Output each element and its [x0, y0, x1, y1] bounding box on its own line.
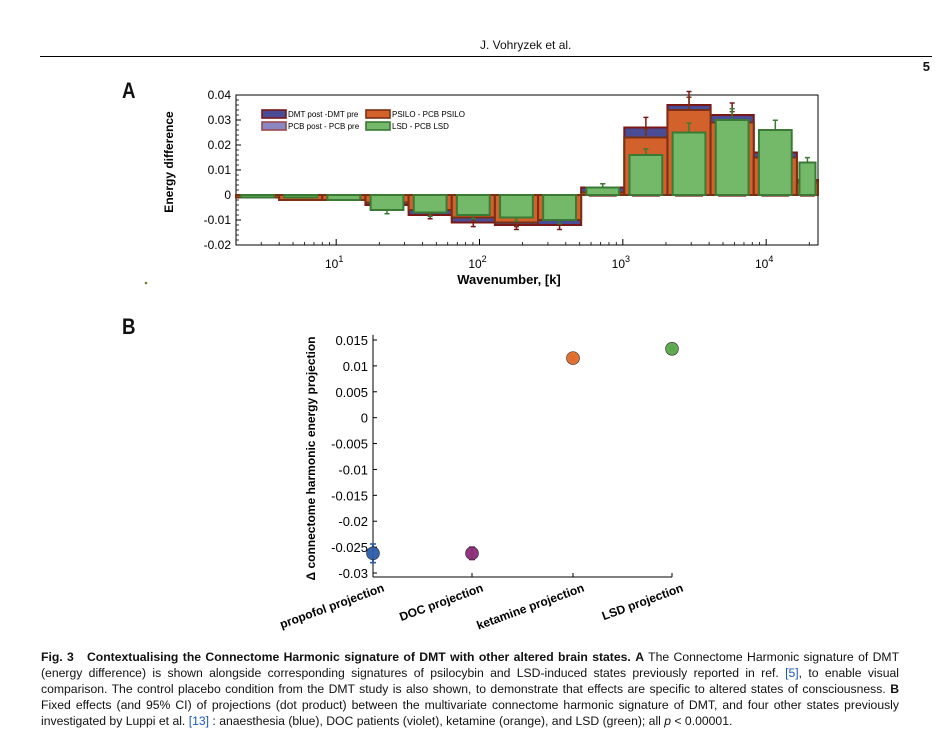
bar-3-10	[671, 131, 707, 196]
legend-label-1: PSILO - PCB PSILO	[392, 110, 465, 119]
x-tick-label: 102	[468, 254, 486, 271]
bar-3-0	[240, 194, 275, 199]
panel-a-label: A	[122, 78, 136, 103]
y-tick-label: 0.015	[335, 333, 368, 348]
running-header-authors: J. Vohryzek et al.	[480, 38, 572, 52]
point-0	[366, 546, 380, 561]
y-axis-label: Δ connectome harmonic energy projection	[304, 336, 318, 580]
bar-3-7	[542, 194, 577, 221]
legend-label-0: DMT post -DMT pre	[288, 110, 359, 119]
bar-3-12	[757, 129, 793, 196]
y-tick-label: 0.01	[208, 163, 232, 177]
stray-dot	[144, 281, 148, 285]
x-tick-exponent: 1	[338, 254, 343, 264]
x-tick-exponent: 3	[625, 254, 630, 264]
x-tick-label: 103	[612, 254, 630, 271]
header-rule	[40, 56, 932, 57]
legend-label-2: PCB post - PCB pre	[288, 122, 360, 131]
panel-b-scatter-chart: 0.015 0.01 0.005 0 -0.005 -0.01 -0.015 -0.02 -0.…	[278, 333, 685, 633]
y-tick-label: 0.02	[208, 138, 232, 152]
caption-part-5: < 0.00001.	[671, 714, 733, 728]
x-tick-label: ketamine projection	[475, 581, 586, 633]
bar-3-2	[326, 194, 362, 201]
bar-3-8	[585, 186, 621, 196]
x-tick-label: 104	[755, 254, 773, 271]
x-tick-base: 10	[468, 257, 482, 271]
y-tick-label: 0	[224, 188, 231, 202]
y-tick-label: -0.005	[331, 437, 368, 452]
y-tick-label: 0.03	[208, 113, 232, 127]
y-tick-label: 0.04	[208, 88, 232, 102]
figure-caption: Fig. 3 Contextualising the Connectome Ha…	[41, 649, 899, 729]
legend-swatch-1	[365, 109, 391, 119]
bar-3-3	[369, 194, 405, 211]
point-3	[665, 342, 679, 356]
legend-swatch-2	[261, 121, 287, 131]
caption-part-3: Fixed effects (and 95% CI) of projection…	[41, 698, 899, 728]
caption-part-1: The Connectome Harmonic signature of DMT…	[41, 650, 900, 680]
x-tick-base: 10	[755, 257, 769, 271]
x-tick-label: 101	[325, 254, 343, 271]
y-tick-label: -0.015	[331, 488, 368, 503]
caption-p-symbol: p	[664, 714, 672, 728]
caption-part-2: , to enable visual comparison. The contr…	[41, 666, 899, 696]
caption-ref-5-link[interactable]: [5]	[785, 666, 799, 680]
x-axis-label: Wavenumber, [k]	[457, 272, 561, 287]
y-tick-label: -0.02	[338, 514, 368, 529]
point-2	[566, 351, 580, 365]
point-1	[465, 546, 479, 561]
panel-b-label: B	[122, 314, 136, 339]
y-tick-label: -0.01	[338, 462, 368, 477]
x-tick-exponent: 4	[768, 254, 773, 264]
bar-3-4	[412, 194, 448, 214]
x-tick-label: DOC projection	[398, 581, 485, 624]
caption-a-label: A	[635, 650, 645, 664]
caption-fig-number: Fig. 3	[41, 650, 74, 664]
legend-label-3: LSD - PCB LSD	[392, 122, 449, 131]
y-tick-label: 0.005	[335, 385, 368, 400]
caption-part-4: : anaesthesia (blue), DOC patients (viol…	[209, 714, 665, 728]
bar-3-13	[798, 161, 817, 196]
y-tick-label: -0.025	[331, 540, 368, 555]
bar-3-11	[714, 119, 750, 196]
bar-3-6	[499, 194, 534, 219]
page-number: 5	[922, 59, 930, 74]
legend-swatch-0	[261, 109, 287, 119]
caption-b-label: B	[890, 682, 899, 696]
y-tick-label: -0.02	[204, 238, 232, 252]
x-tick-base: 10	[325, 257, 339, 271]
x-tick-label: propofol projection	[278, 581, 386, 632]
caption-ref-13-link[interactable]: [13]	[188, 714, 210, 728]
legend-swatch-3	[365, 121, 391, 131]
bar-3-5	[455, 194, 491, 216]
bar-3-1	[283, 194, 319, 199]
y-tick-label: 0.01	[343, 359, 368, 374]
x-tick-exponent: 2	[482, 254, 487, 264]
bar-3-9	[628, 154, 664, 196]
y-tick-label: 0	[361, 411, 368, 426]
x-tick-base: 10	[612, 257, 626, 271]
caption-title: Contextualising the Connectome Harmonic …	[86, 650, 631, 664]
y-tick-label: -0.01	[204, 213, 232, 227]
x-tick-label: LSD projection	[600, 581, 685, 623]
y-tick-label: -0.03	[338, 566, 368, 581]
y-axis-label: Energy difference	[162, 111, 176, 213]
